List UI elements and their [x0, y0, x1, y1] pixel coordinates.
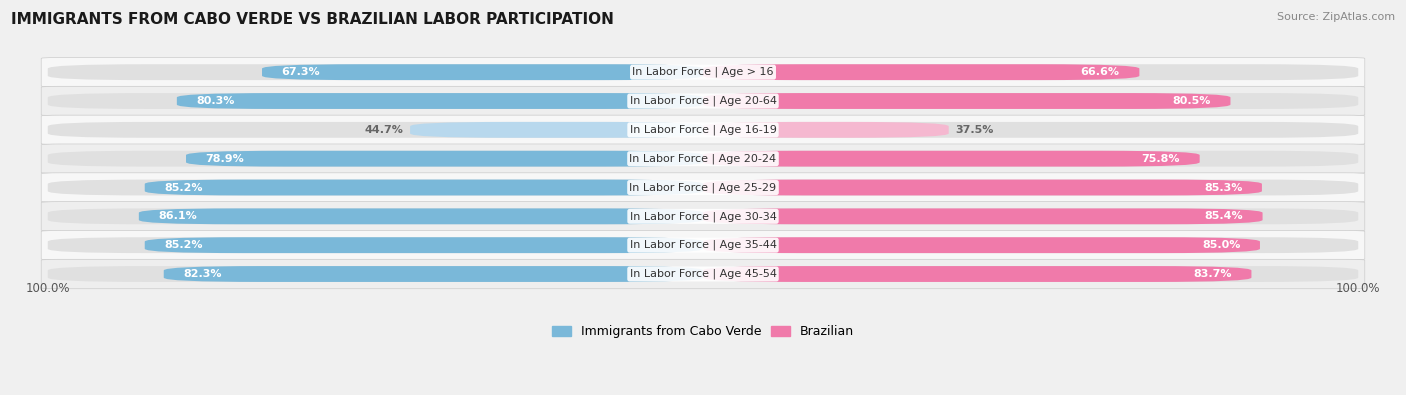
- FancyBboxPatch shape: [703, 93, 1230, 109]
- FancyBboxPatch shape: [703, 266, 1251, 282]
- FancyBboxPatch shape: [48, 266, 703, 282]
- FancyBboxPatch shape: [145, 180, 703, 196]
- Text: In Labor Force | Age 20-64: In Labor Force | Age 20-64: [630, 96, 776, 106]
- Text: IMMIGRANTS FROM CABO VERDE VS BRAZILIAN LABOR PARTICIPATION: IMMIGRANTS FROM CABO VERDE VS BRAZILIAN …: [11, 12, 614, 27]
- FancyBboxPatch shape: [48, 180, 703, 196]
- FancyBboxPatch shape: [703, 93, 1358, 109]
- FancyBboxPatch shape: [703, 151, 1358, 167]
- Text: 80.5%: 80.5%: [1173, 96, 1211, 106]
- Text: In Labor Force | Age 30-34: In Labor Force | Age 30-34: [630, 211, 776, 222]
- FancyBboxPatch shape: [145, 237, 703, 253]
- FancyBboxPatch shape: [41, 115, 1365, 145]
- FancyBboxPatch shape: [703, 151, 1199, 167]
- FancyBboxPatch shape: [48, 122, 703, 138]
- Text: 75.8%: 75.8%: [1142, 154, 1180, 164]
- FancyBboxPatch shape: [48, 237, 703, 253]
- FancyBboxPatch shape: [41, 173, 1365, 202]
- FancyBboxPatch shape: [48, 209, 703, 224]
- Text: 86.1%: 86.1%: [159, 211, 197, 221]
- Text: In Labor Force | Age 45-54: In Labor Force | Age 45-54: [630, 269, 776, 279]
- FancyBboxPatch shape: [48, 151, 703, 167]
- FancyBboxPatch shape: [411, 122, 703, 138]
- Text: 100.0%: 100.0%: [25, 282, 70, 295]
- Text: In Labor Force | Age 20-24: In Labor Force | Age 20-24: [630, 153, 776, 164]
- Text: Source: ZipAtlas.com: Source: ZipAtlas.com: [1277, 12, 1395, 22]
- FancyBboxPatch shape: [163, 266, 703, 282]
- Text: 85.3%: 85.3%: [1204, 182, 1243, 192]
- FancyBboxPatch shape: [703, 180, 1358, 196]
- FancyBboxPatch shape: [262, 64, 703, 80]
- Text: 80.3%: 80.3%: [197, 96, 235, 106]
- FancyBboxPatch shape: [139, 209, 703, 224]
- FancyBboxPatch shape: [703, 237, 1260, 253]
- FancyBboxPatch shape: [41, 86, 1365, 116]
- Text: 78.9%: 78.9%: [205, 154, 245, 164]
- FancyBboxPatch shape: [703, 209, 1358, 224]
- FancyBboxPatch shape: [41, 144, 1365, 173]
- Text: 67.3%: 67.3%: [281, 67, 321, 77]
- FancyBboxPatch shape: [703, 64, 1358, 80]
- FancyBboxPatch shape: [48, 93, 703, 109]
- FancyBboxPatch shape: [703, 237, 1358, 253]
- FancyBboxPatch shape: [48, 64, 703, 80]
- Legend: Immigrants from Cabo Verde, Brazilian: Immigrants from Cabo Verde, Brazilian: [547, 320, 859, 343]
- FancyBboxPatch shape: [703, 209, 1263, 224]
- FancyBboxPatch shape: [703, 64, 1139, 80]
- Text: 83.7%: 83.7%: [1194, 269, 1232, 279]
- FancyBboxPatch shape: [703, 122, 1358, 138]
- FancyBboxPatch shape: [41, 259, 1365, 289]
- FancyBboxPatch shape: [186, 151, 703, 167]
- FancyBboxPatch shape: [41, 201, 1365, 231]
- Text: In Labor Force | Age 25-29: In Labor Force | Age 25-29: [630, 182, 776, 193]
- Text: 85.2%: 85.2%: [165, 182, 202, 192]
- FancyBboxPatch shape: [177, 93, 703, 109]
- FancyBboxPatch shape: [41, 57, 1365, 87]
- Text: 44.7%: 44.7%: [364, 125, 404, 135]
- FancyBboxPatch shape: [703, 122, 949, 138]
- Text: In Labor Force | Age 16-19: In Labor Force | Age 16-19: [630, 124, 776, 135]
- FancyBboxPatch shape: [703, 266, 1358, 282]
- Text: 100.0%: 100.0%: [1336, 282, 1381, 295]
- Text: 85.4%: 85.4%: [1205, 211, 1243, 221]
- Text: 85.2%: 85.2%: [165, 240, 202, 250]
- Text: In Labor Force | Age 35-44: In Labor Force | Age 35-44: [630, 240, 776, 250]
- Text: In Labor Force | Age > 16: In Labor Force | Age > 16: [633, 67, 773, 77]
- FancyBboxPatch shape: [41, 230, 1365, 260]
- Text: 66.6%: 66.6%: [1081, 67, 1119, 77]
- Text: 37.5%: 37.5%: [955, 125, 994, 135]
- Text: 85.0%: 85.0%: [1202, 240, 1240, 250]
- FancyBboxPatch shape: [703, 180, 1263, 196]
- Text: 82.3%: 82.3%: [183, 269, 222, 279]
